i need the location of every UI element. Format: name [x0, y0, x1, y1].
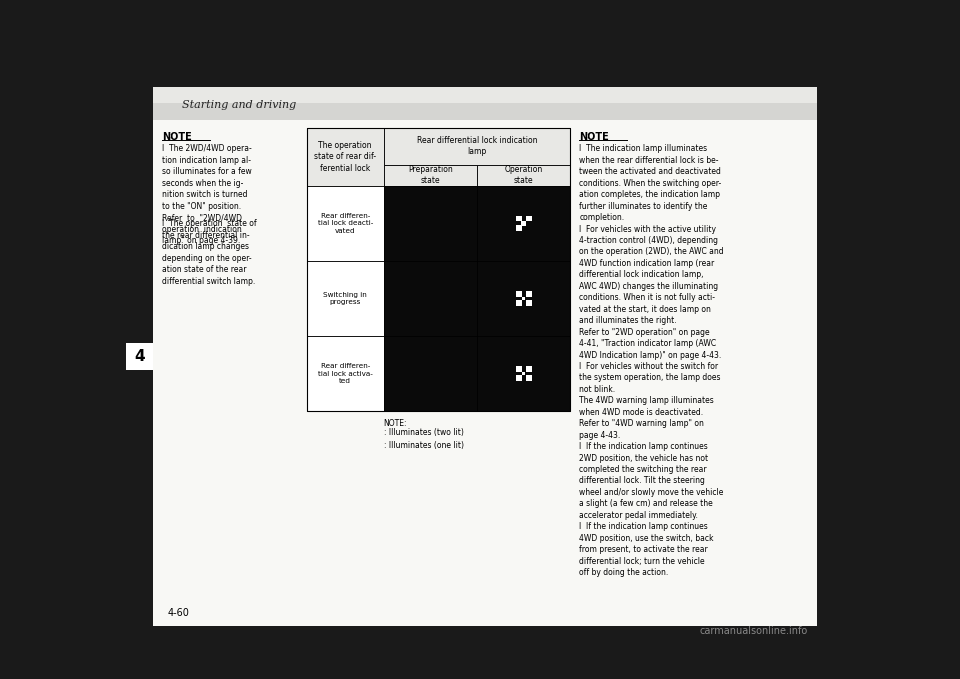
Text: The operation
state of rear dif-
ferential lock: The operation state of rear dif- ferenti… — [314, 141, 376, 172]
Text: l  The indication lamp illuminates
when the rear differential lock is be-
tween : l The indication lamp illuminates when t… — [579, 145, 724, 577]
Text: 4: 4 — [133, 349, 145, 364]
Bar — [477, 164, 570, 186]
Bar — [306, 128, 570, 164]
Bar — [306, 128, 570, 411]
Bar — [384, 164, 477, 186]
Bar — [477, 261, 570, 336]
Bar — [521, 221, 526, 225]
Bar — [516, 291, 522, 297]
Text: Rear differen-
tial lock activa-
ted: Rear differen- tial lock activa- ted — [318, 363, 372, 384]
Bar — [526, 300, 532, 306]
Bar — [526, 291, 532, 297]
Bar — [522, 297, 525, 300]
Text: Starting and driving: Starting and driving — [181, 100, 296, 110]
Bar — [126, 343, 153, 369]
Bar — [516, 216, 522, 221]
Bar — [522, 372, 525, 375]
Text: Rear differen-
tial lock deacti-
vated: Rear differen- tial lock deacti- vated — [318, 213, 372, 234]
Bar — [306, 186, 384, 261]
Bar — [306, 128, 384, 186]
Bar — [526, 216, 532, 221]
Bar — [384, 261, 477, 336]
Text: NOTE:: NOTE: — [384, 419, 407, 428]
Text: l  The operation  state of
the rear differential in-
dication lamp changes
depen: l The operation state of the rear differ… — [162, 219, 257, 286]
Bar — [477, 186, 570, 261]
Text: Preparation
state: Preparation state — [408, 165, 453, 185]
Bar — [306, 336, 384, 411]
Bar — [526, 375, 532, 381]
Text: : Illuminates (two lit)
: Illuminates (one lit): : Illuminates (two lit) : Illuminates (o… — [384, 428, 464, 450]
Text: carmanualsonline.info: carmanualsonline.info — [699, 626, 807, 636]
Bar — [384, 128, 570, 164]
Bar — [384, 336, 477, 411]
Bar — [516, 300, 522, 306]
Bar — [516, 375, 522, 381]
Text: Rear differential lock indication
lamp: Rear differential lock indication lamp — [417, 136, 538, 156]
Bar — [384, 186, 477, 261]
Bar — [516, 225, 522, 231]
Text: Switching in
progress: Switching in progress — [324, 292, 367, 305]
Bar — [153, 87, 817, 626]
Bar — [153, 87, 817, 120]
Bar — [516, 366, 522, 371]
Bar — [526, 366, 532, 371]
Bar — [477, 336, 570, 411]
Text: 4-60: 4-60 — [167, 608, 189, 618]
Bar — [153, 87, 817, 103]
Text: NOTE: NOTE — [579, 132, 609, 142]
Text: NOTE: NOTE — [162, 132, 192, 142]
Bar — [306, 261, 384, 336]
Text: Operation
state: Operation state — [505, 165, 543, 185]
Text: l  The 2WD/4WD opera-
tion indication lamp al-
so illuminates for a few
seconds : l The 2WD/4WD opera- tion indication lam… — [162, 145, 252, 245]
